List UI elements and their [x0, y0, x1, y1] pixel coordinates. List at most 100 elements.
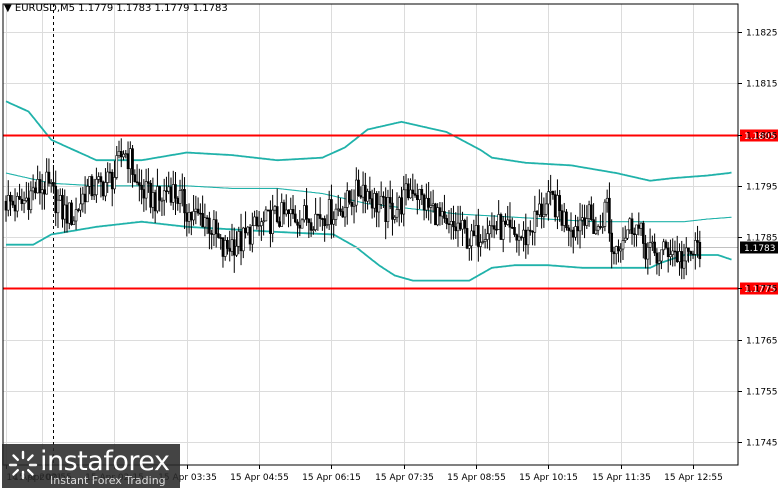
candle: [508, 202, 512, 243]
y-tick-label: 1.1825: [746, 29, 778, 39]
candle: [612, 246, 616, 265]
candle-body: [585, 218, 589, 226]
candle: [83, 176, 87, 214]
candle-body: [187, 211, 191, 222]
candle-body: [386, 197, 390, 222]
candle-body: [610, 232, 613, 253]
candle: [626, 229, 629, 241]
candle-body: [490, 225, 494, 227]
candle-body: [418, 189, 421, 201]
candle: [244, 211, 247, 239]
candle: [208, 211, 211, 250]
candle-body: [11, 200, 15, 206]
candle: [549, 174, 552, 206]
candle: [678, 243, 681, 276]
candle-body: [255, 216, 259, 227]
candle-body: [43, 189, 46, 195]
candle-body: [370, 198, 374, 209]
candle: [544, 192, 548, 217]
candle: [402, 175, 406, 227]
candle-body: [296, 221, 299, 226]
candle-body: [25, 197, 28, 201]
candle-body: [235, 245, 238, 256]
candle-body: [603, 201, 607, 227]
candle: [183, 177, 186, 229]
current-price-label: 1.1783: [744, 244, 776, 254]
candle: [614, 245, 618, 265]
candle: [126, 141, 130, 183]
candle: [341, 205, 345, 218]
candle-body: [291, 209, 295, 215]
candle-body: [176, 197, 180, 204]
candle: [18, 183, 21, 200]
candle: [303, 199, 306, 223]
candle-body: [119, 151, 123, 158]
candle-body: [562, 211, 566, 226]
candle: [384, 187, 387, 240]
candle: [644, 234, 647, 269]
candle-body: [580, 217, 584, 221]
candle: [232, 227, 236, 273]
candle-body: [443, 211, 446, 219]
candle: [253, 210, 256, 227]
candle-body: [664, 241, 668, 249]
candle-body: [336, 208, 340, 211]
candle: [560, 204, 564, 232]
candle: [425, 183, 428, 219]
candle-body: [135, 181, 139, 184]
candle-body: [472, 230, 476, 237]
candle: [228, 230, 232, 262]
y-tick-label: 1.1755: [746, 388, 778, 398]
candle-body: [108, 171, 112, 174]
x-tick-label: 15 Apr 07:35: [375, 473, 434, 483]
candle-body: [110, 171, 114, 190]
candle-body: [479, 242, 482, 247]
watermark: instaforex Instant Forex Trading: [2, 444, 180, 488]
candle: [610, 219, 613, 269]
candle-body: [196, 208, 200, 214]
candle: [671, 238, 675, 267]
candle: [404, 173, 408, 206]
candle-body: [79, 203, 82, 211]
candle-body: [402, 189, 406, 215]
candle: [165, 176, 168, 203]
candle: [22, 191, 26, 214]
candle-body: [519, 236, 523, 239]
candle: [226, 237, 229, 255]
candle: [325, 214, 329, 229]
candle: [642, 220, 645, 259]
candle: [101, 180, 105, 201]
candle: [72, 216, 76, 226]
candle: [553, 190, 557, 222]
candle: [239, 213, 243, 266]
candle-body: [49, 182, 53, 184]
candle: [524, 213, 528, 259]
candle-body: [379, 195, 383, 205]
candle-body: [608, 197, 611, 234]
candle: [397, 195, 401, 227]
candle-body: [307, 218, 311, 223]
candle-body: [470, 230, 473, 247]
candle-body: [406, 183, 410, 199]
candle-body: [22, 200, 26, 204]
candle-body: [40, 189, 44, 194]
collapse-triangle-icon[interactable]: ▼: [4, 3, 12, 14]
candle-body: [58, 195, 62, 201]
candle: [31, 174, 35, 201]
current-price-tag: [740, 241, 778, 254]
candle: [314, 197, 317, 232]
candle: [345, 182, 349, 225]
candle-body: [208, 217, 211, 234]
candle-body: [687, 247, 690, 252]
candle-body: [560, 210, 564, 226]
candle: [36, 165, 39, 194]
candle: [562, 202, 566, 233]
candle: [418, 188, 421, 210]
candle: [147, 168, 150, 193]
candle: [567, 224, 571, 247]
candle: [124, 150, 128, 159]
candle-body: [445, 218, 449, 224]
candle-body: [354, 179, 358, 206]
candle-body: [429, 205, 433, 208]
